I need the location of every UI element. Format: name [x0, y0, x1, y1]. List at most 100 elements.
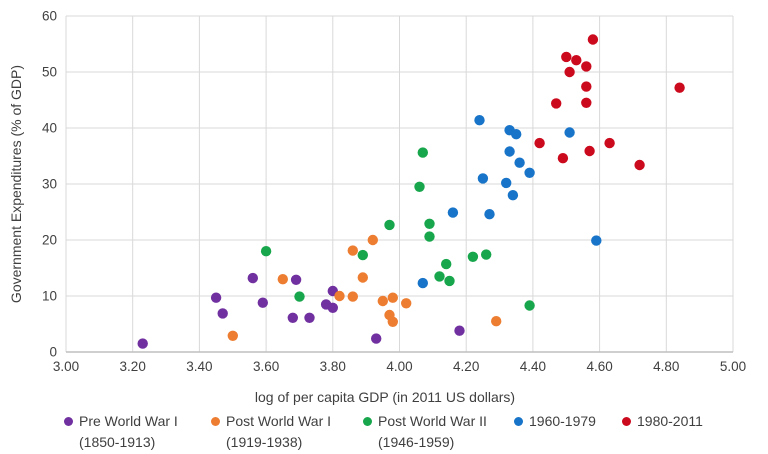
data-point-post-world-war-i [491, 316, 502, 327]
data-point-post-world-war-i [401, 298, 412, 309]
y-tick-label: 30 [42, 177, 57, 192]
data-point-post-world-war-i [357, 272, 368, 283]
data-point-1980-2011 [564, 66, 575, 78]
data-point-post-world-war-i [347, 291, 358, 302]
series-post-world-war-i [227, 234, 502, 341]
series-1960-1979 [417, 115, 602, 289]
data-point-1960-1979 [477, 173, 489, 184]
data-point-1960-1979 [484, 209, 495, 220]
legend-label-1960-1979: 1960-1979 [529, 413, 596, 429]
series-post-world-war-ii [260, 147, 535, 311]
data-point-1980-2011 [581, 61, 592, 72]
data-point-post-world-war-i [347, 245, 358, 256]
legend-label-post-world-war-i: Post World War I (1919-1938) [226, 413, 332, 450]
data-point-pre-world-war-i [371, 333, 382, 344]
legend: Pre World War I (1850-1913) Post World War… [0, 408, 768, 454]
data-point-pre-world-war-i [454, 325, 465, 336]
data-point-1960-1979 [417, 277, 428, 289]
legend-marker-post-world-war-i [211, 417, 220, 426]
legend-item-pre-world-war-i: Pre World War I (1850-1913) [64, 411, 178, 453]
data-point-1960-1979 [564, 127, 575, 138]
x-tick-label: 4.00 [386, 359, 412, 374]
x-tick-label: 3.40 [186, 359, 212, 374]
data-point-1960-1979 [591, 235, 602, 246]
legend-item-post-world-war-i: Post World War I (1919-1938) [211, 411, 331, 453]
y-tick-label: 50 [42, 65, 57, 80]
data-point-post-world-war-ii [467, 251, 479, 262]
legend-marker-post-world-war-ii [363, 417, 372, 426]
data-point-pre-world-war-i [304, 312, 315, 323]
x-tick-label: 4.80 [653, 359, 679, 374]
data-point-post-world-war-ii [424, 218, 435, 229]
data-point-pre-world-war-i [287, 312, 298, 323]
x-tick-label: 5.00 [720, 359, 746, 374]
data-point-pre-world-war-i [257, 297, 268, 308]
legend-label-pre-world-war-i: Pre World War I (1850-1913) [79, 413, 178, 450]
data-point-1980-2011 [571, 55, 582, 66]
x-tick-label: 4.20 [453, 359, 479, 374]
data-point-post-world-war-i [377, 295, 388, 307]
x-tick-label: 3.00 [53, 359, 79, 374]
data-point-1980-2011 [561, 51, 572, 63]
data-point-post-world-war-i [367, 234, 378, 246]
series-1980-2011 [534, 34, 685, 171]
data-point-1980-2011 [557, 153, 569, 164]
x-tick-label: 3.80 [320, 359, 346, 374]
data-point-post-world-war-ii [434, 271, 445, 282]
data-point-pre-world-war-i [247, 272, 258, 284]
data-point-1980-2011 [587, 34, 599, 45]
data-point-1980-2011 [584, 145, 595, 157]
data-point-1960-1979 [474, 115, 485, 126]
data-point-1980-2011 [581, 81, 592, 92]
data-point-pre-world-war-i [217, 308, 228, 319]
data-point-1960-1979 [504, 146, 515, 157]
data-point-post-world-war-i [387, 316, 398, 327]
legend-marker-1980-2011 [622, 417, 631, 426]
data-point-1980-2011 [604, 137, 615, 149]
legend-marker-1960-1979 [514, 417, 523, 426]
y-axis-title: Government Expenditures (% of GDP) [8, 64, 24, 304]
legend-item-1960-1979: 1960-1979 [514, 411, 596, 432]
y-tick-label: 0 [49, 345, 57, 360]
legend-item-1980-2011: 1980-2011 [622, 411, 703, 432]
legend-marker-pre-world-war-i [64, 417, 73, 426]
legend-item-post-world-war-ii: Post World War II (1946-1959) [363, 411, 487, 453]
data-point-post-world-war-i [227, 330, 238, 341]
legend-label-post-world-war-ii: Post World War II (1946-1959) [378, 413, 487, 450]
y-tick-label: 20 [42, 233, 57, 248]
x-tick-label: 4.60 [586, 359, 612, 374]
data-point-post-world-war-ii [481, 249, 492, 260]
x-tick-label: 4.40 [520, 359, 546, 374]
data-point-post-world-war-ii [417, 147, 428, 158]
data-point-1960-1979 [507, 190, 519, 201]
data-point-pre-world-war-i [290, 274, 302, 285]
data-point-pre-world-war-i [137, 338, 148, 349]
data-point-1980-2011 [551, 98, 562, 109]
data-point-post-world-war-ii [294, 291, 305, 302]
data-point-1980-2011 [534, 137, 545, 149]
data-point-1980-2011 [581, 97, 592, 109]
data-point-post-world-war-ii [384, 219, 395, 231]
data-point-1960-1979 [514, 157, 525, 168]
data-point-post-world-war-i [277, 274, 288, 285]
data-point-post-world-war-i [334, 290, 345, 302]
data-point-1960-1979 [524, 167, 535, 178]
data-point-pre-world-war-i [210, 292, 222, 303]
y-tick-label: 10 [42, 289, 57, 304]
data-point-post-world-war-ii [260, 246, 272, 257]
x-axis-title: log of per capita GDP (in 2011 US dollar… [254, 389, 516, 405]
x-tick-label: 3.20 [120, 359, 146, 374]
series-pre-world-war-i [137, 272, 465, 349]
data-point-post-world-war-ii [444, 275, 455, 287]
data-point-1980-2011 [674, 82, 685, 93]
data-point-post-world-war-ii [424, 231, 435, 242]
data-point-post-world-war-ii [414, 181, 425, 192]
data-point-1960-1979 [511, 129, 522, 140]
data-point-1980-2011 [634, 159, 645, 171]
data-point-post-world-war-i [387, 292, 398, 303]
y-tick-label: 40 [42, 121, 57, 136]
data-point-post-world-war-ii [441, 258, 452, 270]
data-point-1960-1979 [447, 207, 459, 218]
y-tick-label: 60 [42, 9, 57, 24]
